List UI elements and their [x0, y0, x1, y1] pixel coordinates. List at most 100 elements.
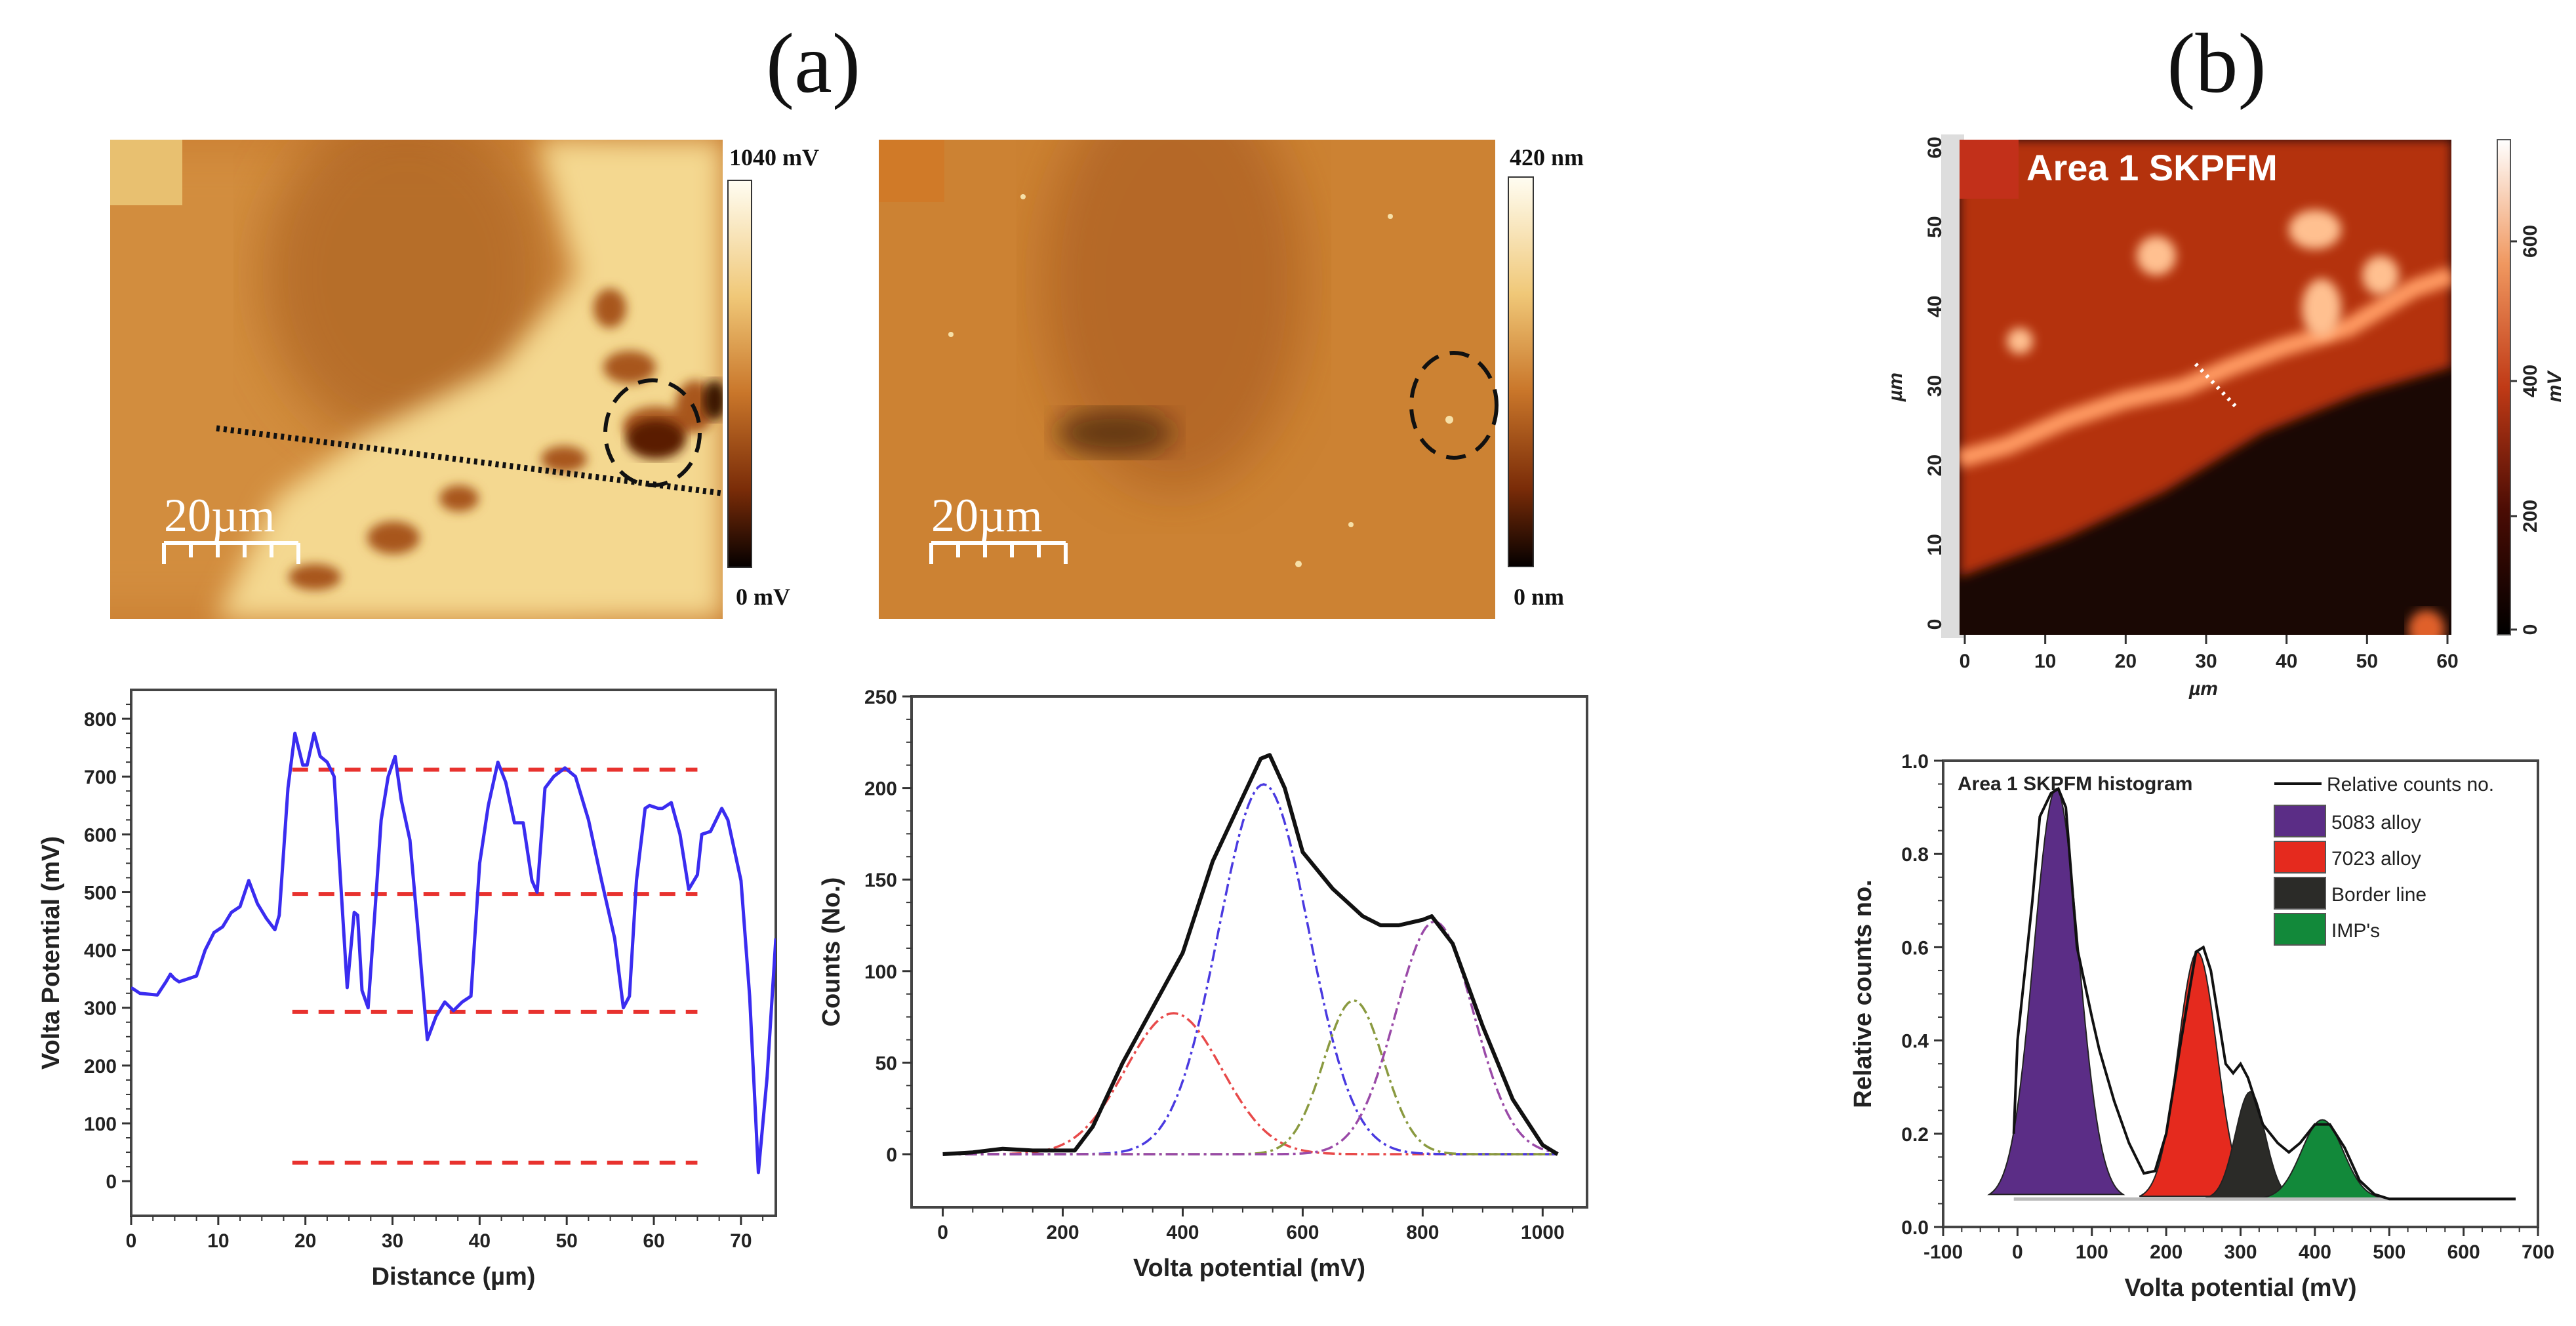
x-tick-label: 1000 — [1521, 1222, 1565, 1243]
y-axis-label: Volta Potential (mV) — [37, 836, 65, 1070]
y-tick-label: 100 — [84, 1114, 117, 1135]
legend-swatch — [2274, 877, 2326, 910]
y-tick-label: 800 — [84, 709, 117, 731]
x-tick-label: 600 — [2447, 1241, 2480, 1263]
highlight-circle — [1409, 351, 1499, 460]
y-tick-label: 20 — [1924, 454, 1946, 476]
volta-potential-map — [110, 140, 723, 619]
legend-label: Relative counts no. — [2327, 774, 2494, 795]
colorbar — [727, 180, 752, 568]
y-tick-label: 1.0 — [1901, 751, 1929, 773]
colorbar-tick-label: 600 — [2520, 225, 2541, 258]
scale-bar-label: 20µm — [164, 489, 275, 542]
x-tick-label: 700 — [2522, 1241, 2554, 1263]
x-tick-label: 100 — [2076, 1241, 2108, 1263]
volta-profile-chart: 0 10 20 30 40 50 60 700100200300400500600700800… — [37, 689, 777, 1291]
colorbar-tick-label: 200 — [2520, 500, 2541, 532]
y-tick-label: 50 — [875, 1053, 897, 1074]
y-tick-label: 0 — [106, 1171, 117, 1193]
y-tick-label: 150 — [864, 870, 897, 891]
y-tick-label: 10 — [1924, 534, 1946, 555]
y-tick-label: 200 — [864, 778, 897, 800]
plot-frame — [910, 695, 1588, 1209]
legend: Relative counts no. 5083 alloy 7023 alloy B… — [2274, 774, 2494, 946]
x-tick-label: 20 — [2115, 651, 2137, 672]
y-tick-label: 250 — [864, 687, 897, 708]
legend-label: 5083 alloy — [2331, 812, 2421, 834]
y-tick-label: 40 — [1924, 296, 1946, 317]
y-tick-label: 100 — [864, 961, 897, 983]
x-tick-label: 600 — [1286, 1222, 1319, 1243]
y-tick-label: 0.2 — [1901, 1124, 1929, 1146]
y-tick-label: 500 — [84, 882, 117, 904]
y-tick-label: 600 — [84, 824, 117, 846]
gaussian-fit-curve — [942, 999, 1558, 1155]
colorbar-unit-label: mV — [2544, 370, 2566, 403]
y-tick-label: 0.0 — [1901, 1217, 1929, 1239]
x-tick-label: 0 — [937, 1222, 948, 1243]
scale-bar: 20µm — [162, 489, 300, 564]
legend-swatch — [2274, 805, 2326, 837]
y-tick-label: 0 — [886, 1144, 897, 1166]
colorbar-min-label: 0 nm — [1514, 584, 1564, 610]
highlight-circle — [603, 378, 702, 487]
y-tick-label: 0.6 — [1901, 937, 1929, 959]
filled-peak — [2259, 1119, 2385, 1199]
map-title: Area 1 SKPFM — [2026, 147, 2278, 188]
gaussian-fit-curve — [942, 1012, 1558, 1155]
volta-histogram-chart: 0 200 400 600 800 1000 0 50 100 150 200 250 Volta po… — [818, 687, 1588, 1282]
relative-counts-curve — [2012, 786, 2516, 1201]
y-tick-label: 60 — [1924, 136, 1946, 158]
gaussian-fit-curve — [942, 920, 1558, 1155]
colorbar-tick-label: 400 — [2520, 365, 2541, 397]
y-tick-label: 400 — [84, 940, 117, 962]
profile-line-series — [131, 731, 776, 1175]
topography-map — [879, 140, 1495, 619]
x-tick-label: -100 — [1923, 1241, 1963, 1263]
x-tick-label: 0 — [126, 1230, 137, 1252]
colorbar-tick-label: 0 — [2520, 624, 2541, 635]
plot-area — [131, 731, 776, 1175]
y-axis-label: Counts (No.) — [818, 877, 845, 1027]
x-tick-label: 40 — [2276, 651, 2297, 672]
x-axis-label: Volta potential (mV) — [2125, 1274, 2357, 1302]
x-tick-label: 60 — [2436, 651, 2458, 672]
y-tick-label: 30 — [1924, 375, 1946, 397]
x-tick-label: 50 — [2356, 651, 2378, 672]
y-tick-label: 700 — [84, 767, 117, 788]
legend-swatch — [2274, 913, 2326, 946]
x-tick-label: 60 — [643, 1230, 664, 1252]
x-tick-label: 20 — [294, 1230, 316, 1252]
colorbar — [2497, 139, 2511, 635]
y-axis-label: Relative counts no. — [1849, 879, 1877, 1108]
x-tick-label: 500 — [2373, 1241, 2405, 1263]
x-tick-label: 10 — [2034, 651, 2056, 672]
y-tick-label: 300 — [84, 998, 117, 1020]
plot-area — [942, 753, 1559, 1156]
colorbar-min-label: 0 mV — [736, 584, 790, 610]
histogram-curve — [942, 753, 1559, 1156]
x-axis-label: µm — [2188, 678, 2218, 700]
x-tick-label: 30 — [382, 1230, 403, 1252]
x-tick-label: 200 — [1046, 1222, 1079, 1243]
chart-title: Area 1 SKPFM histogram — [1958, 773, 2192, 795]
y-tick-label: 0.8 — [1901, 844, 1929, 866]
x-tick-label: 10 — [207, 1230, 229, 1252]
filled-peak — [1987, 788, 2125, 1195]
y-tick-label: 50 — [1924, 216, 1946, 237]
y-axis-label: µm — [1885, 372, 1906, 402]
legend-swatch — [2274, 841, 2326, 874]
x-tick-label: 50 — [556, 1230, 578, 1252]
panel-label-a: (a) — [766, 16, 860, 111]
x-tick-label: 400 — [1166, 1222, 1199, 1243]
profile-line — [216, 425, 722, 496]
x-tick-label: 800 — [1406, 1222, 1439, 1243]
y-tick-label: 0.4 — [1901, 1031, 1929, 1053]
colorbar-max-label: 1040 mV — [729, 144, 819, 171]
profile-line — [2194, 362, 2240, 411]
x-tick-label: 200 — [2150, 1241, 2183, 1263]
y-tick-label: 0 — [1924, 619, 1946, 630]
skpfm-histogram-chart: -100 0 100 200 300 400 500 600 700 0.0 0.2 0.4 0.6 0.… — [1849, 751, 2554, 1302]
x-tick-label: 70 — [730, 1230, 752, 1252]
gaussian-fit-curve — [942, 783, 1558, 1155]
